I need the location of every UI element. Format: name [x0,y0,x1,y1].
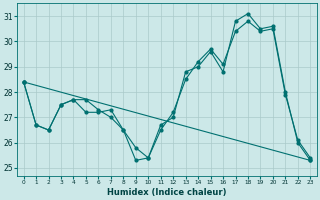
X-axis label: Humidex (Indice chaleur): Humidex (Indice chaleur) [107,188,227,197]
